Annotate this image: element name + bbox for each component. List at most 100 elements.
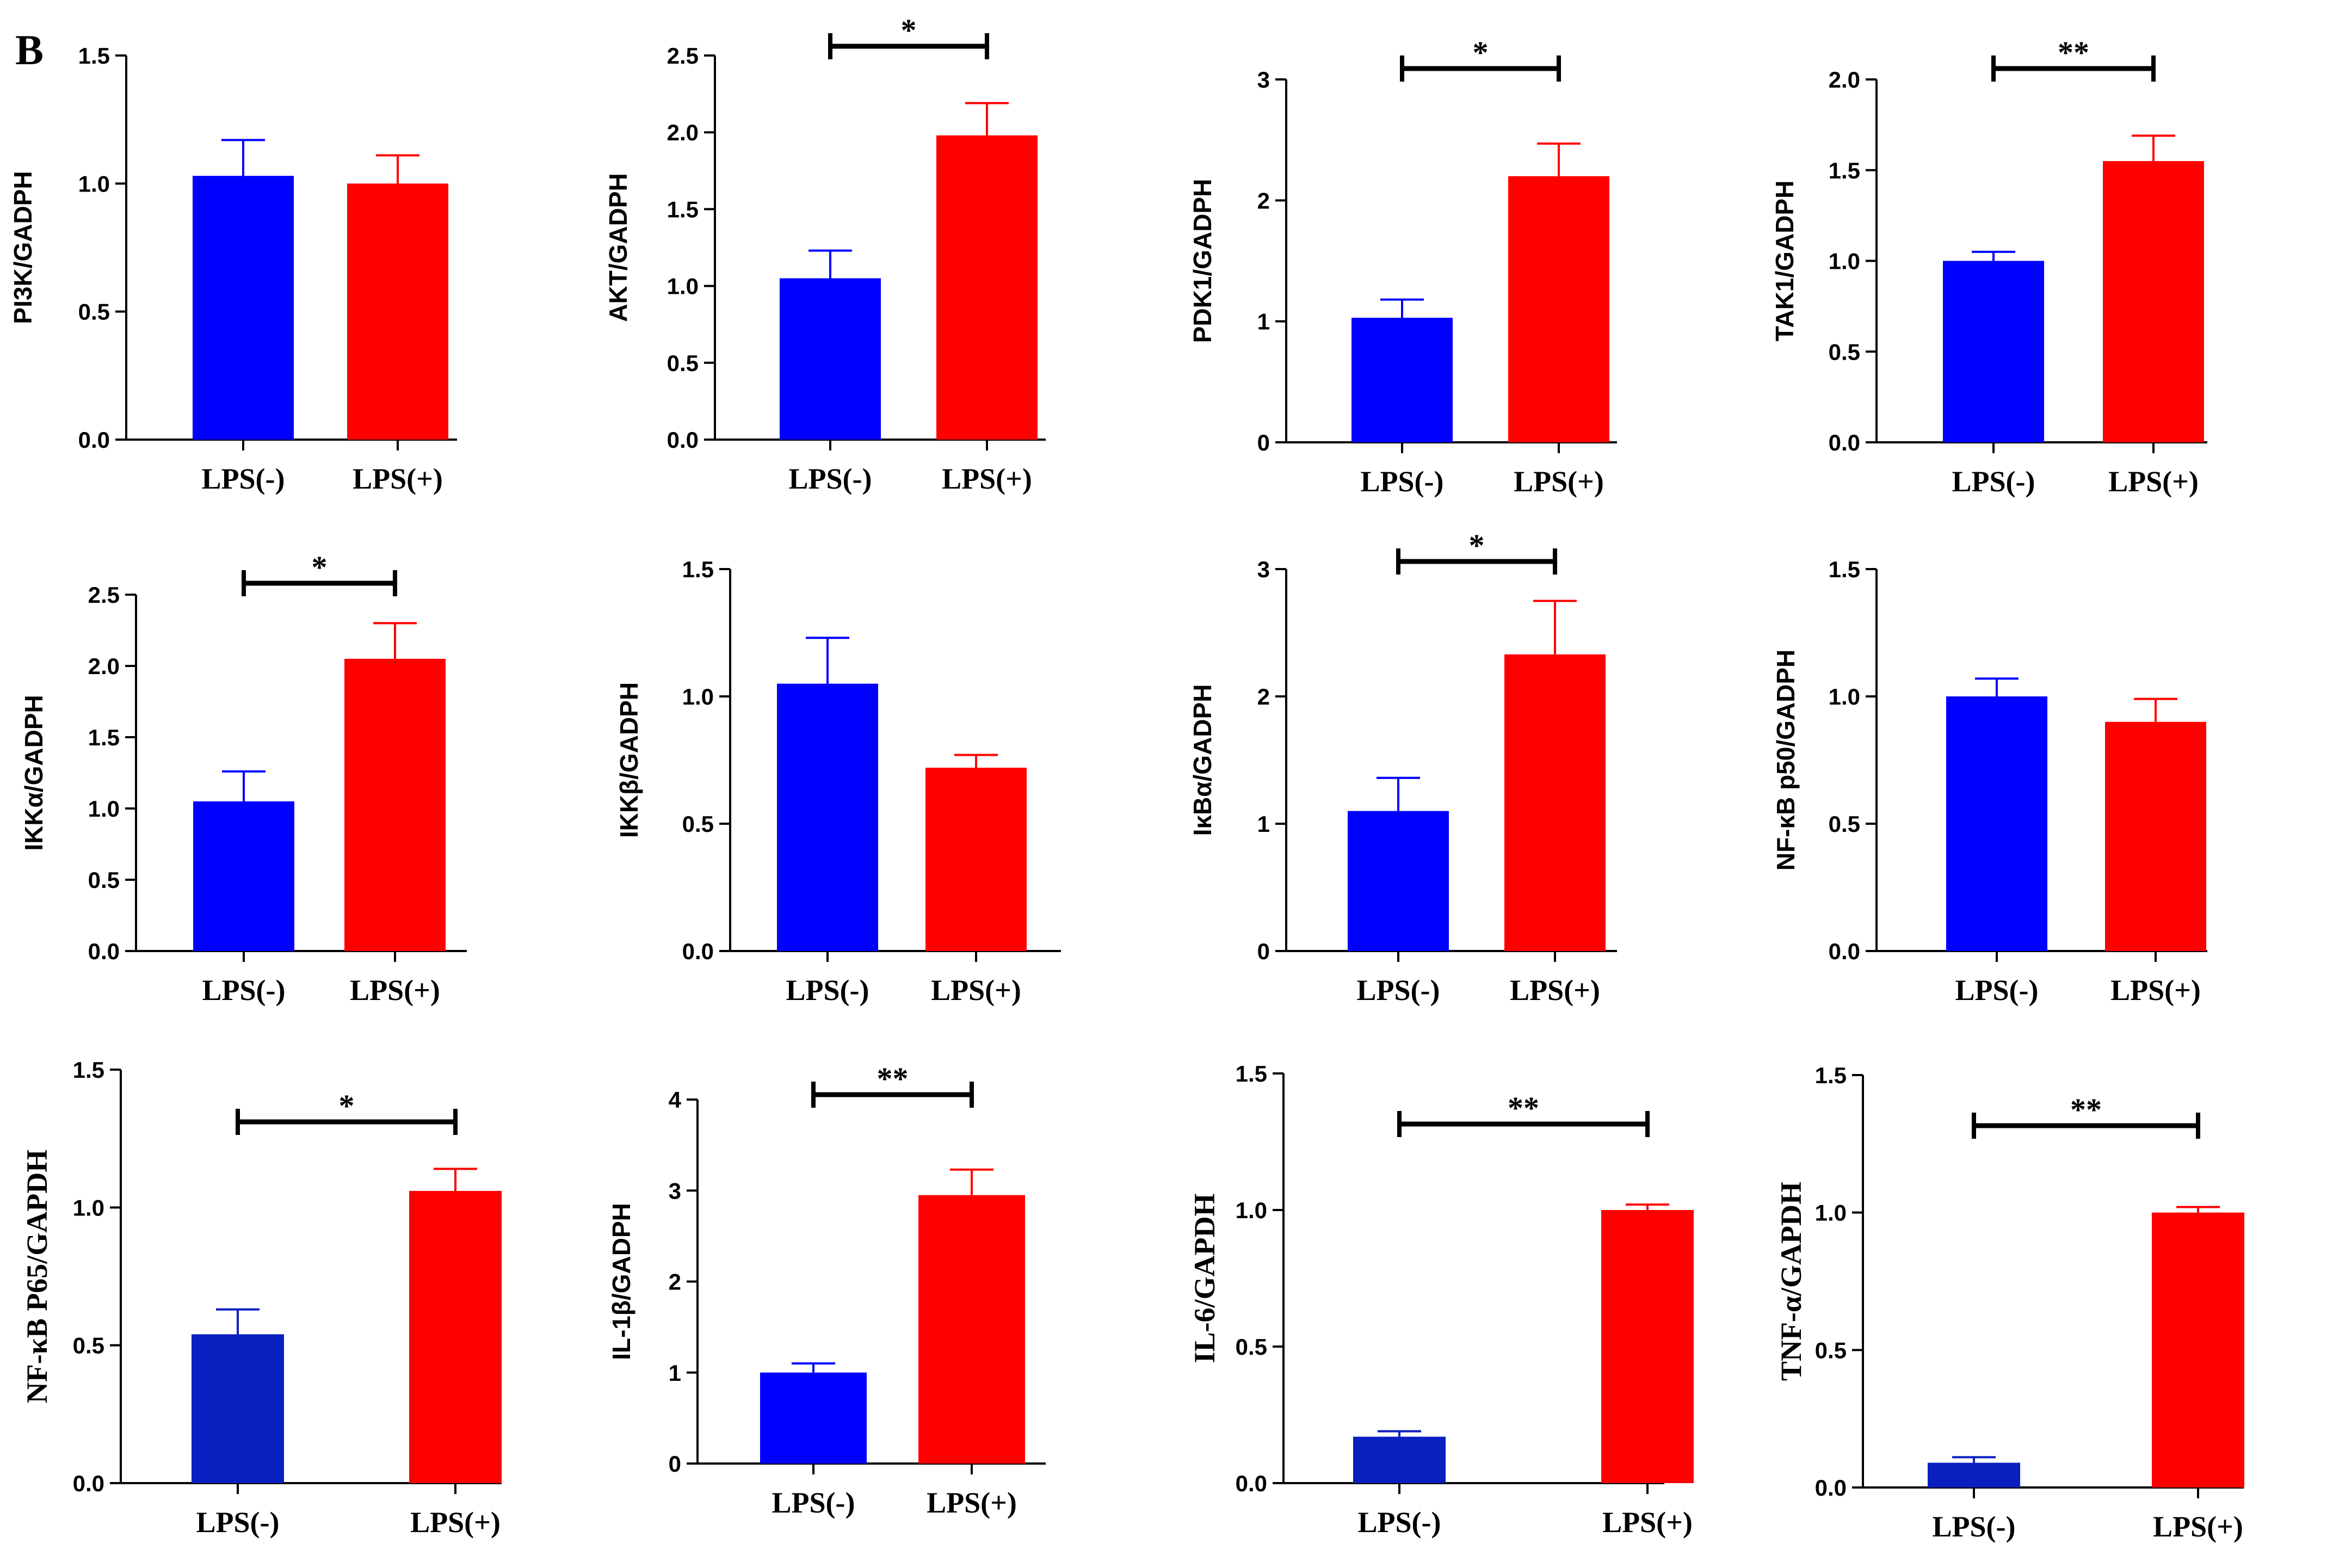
y-tick-label: 0.5: [1829, 811, 1860, 837]
significance-label: **: [1508, 1090, 1539, 1126]
y-tick-label: 3: [669, 1178, 681, 1203]
bar-lps-pos: [2105, 721, 2206, 951]
y-tick-label: 1.0: [1815, 1200, 1847, 1226]
y-tick-label: 1.0: [1829, 684, 1860, 709]
y-tick-label: 1.5: [73, 1057, 104, 1083]
y-tick-label: 1.5: [682, 557, 714, 582]
category-label: LPS(-): [202, 462, 285, 495]
bar-lps-neg: [1353, 1436, 1446, 1483]
bar-lps-pos: [925, 768, 1027, 951]
significance-label: *: [1469, 528, 1485, 563]
y-tick-label: 1.5: [667, 196, 699, 222]
category-label: LPS(+): [2110, 974, 2201, 1007]
y-tick-label: 1.5: [1829, 557, 1860, 582]
bar-lps-neg: [777, 683, 878, 951]
bar-lps-neg: [1943, 261, 2044, 442]
bar-lps-neg: [193, 176, 294, 440]
y-tick-label: 0.0: [682, 939, 714, 964]
category-label: LPS(+): [927, 1486, 1017, 1519]
bar-lps-pos: [1601, 1210, 1694, 1483]
y-axis-title: IKKα/GADPH: [20, 695, 48, 850]
y-axis-title: NF-κB P65/GAPDH: [21, 1150, 53, 1403]
chart-12: 0.0 0.5 1.0 1.5 LPS(-) LPS(+) ** TNF-α/GAPDH: [1775, 1063, 2244, 1543]
y-tick-label: 0.5: [88, 867, 120, 893]
y-tick-label: 3: [1257, 557, 1270, 582]
chart-7: 0 1 2 3 LPS(-) LPS(+) * IκBα/GADPH: [1188, 528, 1617, 1007]
significance-label: **: [2070, 1092, 2102, 1127]
category-label: LPS(+): [410, 1506, 501, 1539]
y-tick-label: 2: [1257, 188, 1270, 213]
y-tick-label: 4: [669, 1087, 682, 1113]
significance-label: *: [312, 550, 328, 585]
y-tick-label: 2.0: [1829, 67, 1860, 92]
y-tick-label: 0.0: [1829, 939, 1860, 964]
chart-4: 0.0 0.5 1.0 1.5 2.0 LPS(-) LPS(+) ** TAK1/GADPH: [1770, 35, 2207, 498]
y-tick-label: 0: [1257, 939, 1270, 964]
bar-lps-pos: [936, 135, 1038, 440]
bar-lps-pos: [918, 1195, 1025, 1464]
category-label: LPS(-): [1358, 1506, 1441, 1539]
y-axis-title: IL-6/GAPDH: [1188, 1193, 1221, 1363]
category-label: LPS(-): [1357, 974, 1440, 1007]
y-tick-label: 2: [1257, 684, 1270, 709]
y-tick-label: 1.5: [1236, 1061, 1267, 1087]
y-tick-label: 0.0: [1815, 1475, 1847, 1501]
bar-lps-pos: [347, 183, 448, 440]
chart-11: 0.0 0.5 1.0 1.5 LPS(-) LPS(+) ** IL-6/GAPDH: [1188, 1061, 1694, 1539]
category-label: LPS(-): [1361, 465, 1444, 498]
bar-lps-neg: [760, 1372, 867, 1464]
y-axis-title: PDK1/GADPH: [1188, 179, 1217, 343]
y-tick-label: 1: [669, 1360, 681, 1386]
y-tick-label: 1.0: [667, 274, 699, 299]
y-axis-title: TNF-α/GAPDH: [1775, 1182, 1807, 1381]
bar-lps-pos: [1508, 176, 1609, 442]
category-label: LPS(-): [1955, 974, 2039, 1007]
chart-8: 0.0 0.5 1.0 1.5 LPS(-) LPS(+) NF-κB p50/GADPH: [1772, 557, 2207, 1007]
y-axis-title: IKKβ/GADPH: [615, 682, 643, 838]
bar-lps-neg: [1928, 1462, 2020, 1487]
y-tick-label: 0.5: [1829, 339, 1860, 365]
category-label: LPS(+): [942, 462, 1032, 495]
category-label: LPS(-): [196, 1506, 280, 1539]
y-tick-label: 0.0: [73, 1471, 104, 1496]
panel-letter: B: [15, 26, 44, 73]
bar-lps-pos: [409, 1190, 502, 1483]
y-axis-title: NF-κB p50/GADPH: [1772, 650, 1800, 871]
y-tick-label: 0.0: [88, 939, 120, 964]
bar-lps-neg: [193, 801, 294, 951]
bar-lps-pos: [2103, 161, 2204, 442]
category-label: LPS(-): [772, 1486, 855, 1519]
y-axis-title: AKT/GADPH: [604, 173, 632, 322]
y-tick-label: 0.0: [1236, 1471, 1267, 1496]
y-axis-title: TAK1/GADPH: [1770, 181, 1799, 342]
category-label: LPS(-): [789, 462, 872, 495]
chart-9: 0.0 0.5 1.0 1.5 LPS(-) LPS(+) * NF-κB P65/GAPDH: [21, 1057, 502, 1539]
y-tick-label: 0.5: [78, 299, 110, 325]
category-label: LPS(+): [350, 974, 440, 1007]
chart-3: 0 1 2 3 LPS(-) LPS(+) * PDK1/GADPH: [1188, 35, 1617, 498]
significance-label: *: [339, 1088, 355, 1123]
significance-label: *: [901, 13, 917, 48]
y-tick-label: 0.5: [1236, 1334, 1267, 1360]
y-tick-label: 1.5: [1815, 1063, 1847, 1088]
y-tick-label: 1.0: [1829, 249, 1860, 274]
category-label: LPS(+): [1602, 1506, 1693, 1539]
y-tick-label: 1.0: [73, 1195, 104, 1220]
category-label: LPS(-): [786, 974, 869, 1007]
category-label: LPS(-): [202, 974, 286, 1007]
category-label: LPS(-): [1952, 465, 2035, 498]
y-tick-label: 1: [1257, 309, 1270, 335]
y-tick-label: 0.0: [667, 427, 699, 453]
chart-5: 0.0 0.5 1.0 1.5 2.0 2.5 LPS(-) LPS(+) * IKKα/GADP…: [20, 550, 467, 1007]
category-label: LPS(+): [1514, 465, 1604, 498]
bar-lps-neg: [1351, 317, 1453, 442]
bar-lps-pos: [1504, 654, 1606, 951]
y-axis-title: PI3K/GADPH: [9, 171, 37, 324]
category-label: LPS(+): [931, 974, 1021, 1007]
y-tick-label: 2.0: [667, 120, 699, 145]
y-axis-title: IL-1β/GADPH: [607, 1203, 635, 1360]
y-tick-label: 2: [669, 1269, 681, 1295]
significance-label: **: [877, 1061, 909, 1096]
y-tick-label: 1.0: [78, 171, 110, 196]
